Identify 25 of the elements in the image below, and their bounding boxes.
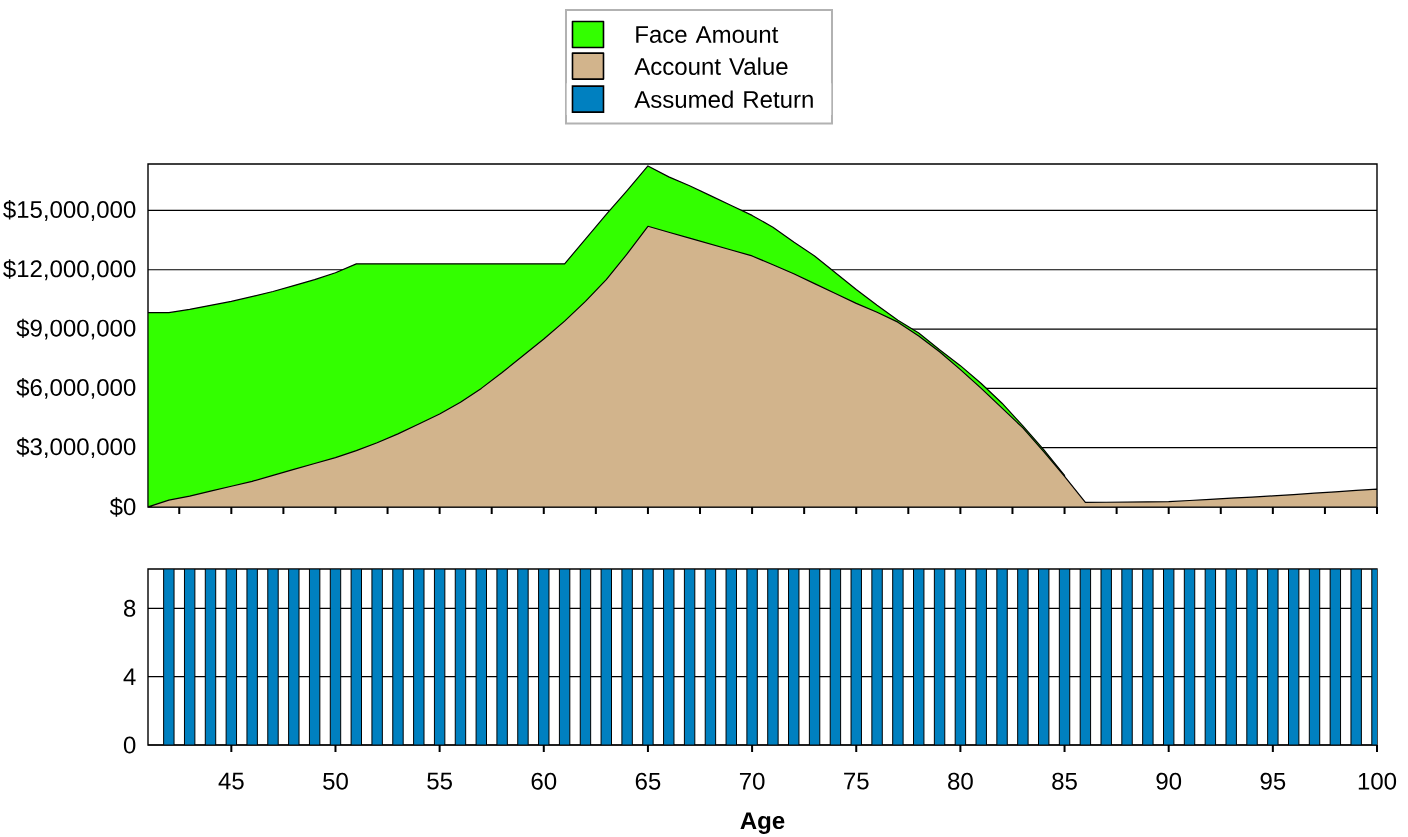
y-tick-label: $15,000,000 [3, 200, 136, 221]
y-tick-label: $12,000,000 [3, 259, 136, 281]
x-tick-label: 70 [739, 772, 765, 790]
x-tick-label: 55 [427, 772, 452, 790]
x-tick-label: 65 [635, 772, 661, 790]
y-tick-label: $0 [109, 497, 136, 517]
y-tick-label: $9,000,000 [16, 318, 136, 340]
y-tick-label: 0 [123, 736, 136, 754]
x-tick-label: 85 [1052, 772, 1077, 790]
x-tick-label: 95 [1260, 772, 1286, 790]
y-tick-label: 8 [123, 599, 136, 617]
x-tick-label: 50 [323, 772, 348, 790]
x-tick-label: 45 [218, 772, 244, 790]
x-axis-title: Age [740, 812, 785, 834]
x-tick-label: 80 [948, 772, 973, 790]
legend-label: Account Value [634, 57, 788, 75]
y-tick-label: 4 [123, 668, 136, 685]
legend-label: Face Amount [636, 26, 779, 43]
x-tick-label: 90 [1156, 772, 1182, 790]
x-tick-label: 75 [844, 772, 869, 790]
x-tick-label: 100 [1358, 772, 1397, 790]
y-tick-label: $6,000,000 [16, 377, 136, 399]
legend-label: Assumed Return [634, 90, 813, 108]
x-tick-label: 60 [531, 772, 557, 790]
y-tick-label: $3,000,000 [16, 437, 136, 459]
